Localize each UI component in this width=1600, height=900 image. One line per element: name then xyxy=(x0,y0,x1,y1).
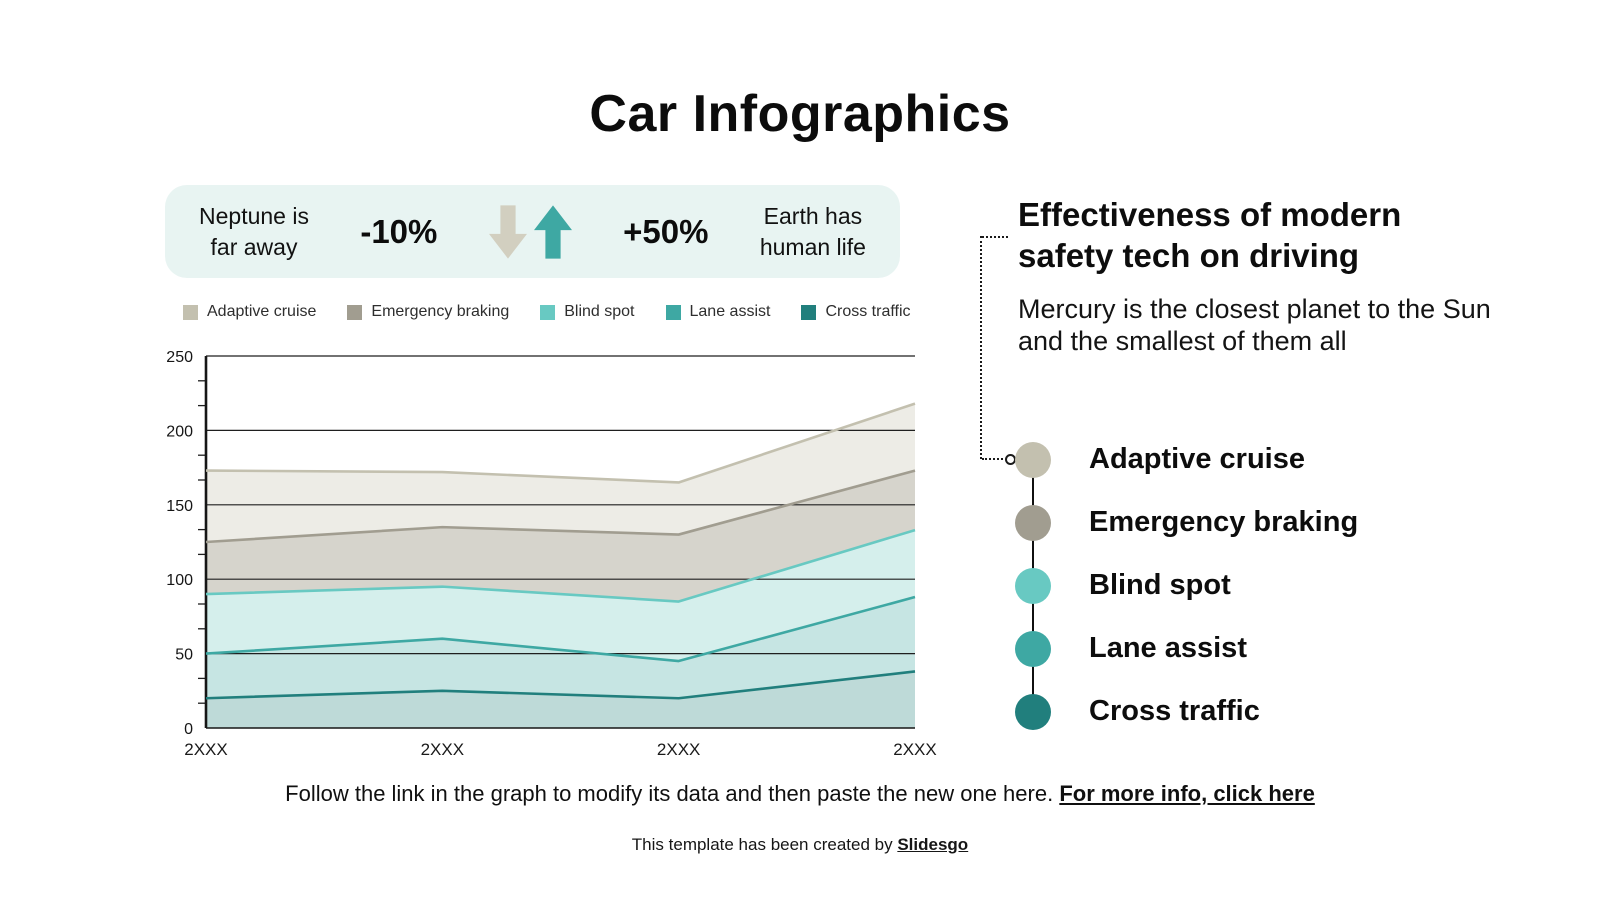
area-chart: 0 50 100 150 200 250 2XXX 2XXX 2XXX 2XXX xyxy=(140,340,940,760)
legend-item: Blind spot xyxy=(540,303,635,321)
y-axis-minor-ticks xyxy=(198,380,206,704)
feature-label: Blind spot xyxy=(1089,569,1231,601)
list-item: Emergency braking xyxy=(997,491,1497,554)
stat-up-value: +50% xyxy=(623,212,709,250)
legend-swatch-icon xyxy=(665,304,681,320)
feature-dot-icon xyxy=(1015,630,1051,667)
svg-text:250: 250 xyxy=(166,349,193,366)
dotted-connector-bottom xyxy=(982,458,1003,460)
legend-label: Lane assist xyxy=(689,303,771,320)
section-paragraph: Mercury is the closest planet to the Sun… xyxy=(1018,294,1491,356)
dotted-connector-top xyxy=(982,236,1008,238)
feature-dot-icon xyxy=(1015,693,1051,730)
list-item: Blind spot xyxy=(997,554,1497,617)
footer-more-info-link[interactable]: For more info, click here xyxy=(1059,781,1315,806)
list-item: Adaptive cruise xyxy=(997,428,1497,491)
chart-fills xyxy=(206,403,915,728)
svg-text:50: 50 xyxy=(175,647,193,664)
list-item: Lane assist xyxy=(997,617,1497,680)
svg-text:200: 200 xyxy=(166,423,193,440)
legend-label: Emergency braking xyxy=(371,303,510,320)
legend-swatch-icon xyxy=(801,304,817,320)
footer-note: Follow the link in the graph to modify i… xyxy=(0,781,1600,807)
area-chart-svg: 0 50 100 150 200 250 2XXX 2XXX 2XXX 2XXX xyxy=(166,349,936,759)
stat-down-value: -10% xyxy=(360,212,438,250)
list-item: Cross traffic xyxy=(997,680,1497,743)
chart-legend: Adaptive cruise Emergency braking Blind sp… xyxy=(183,303,911,321)
dotted-connector-vertical xyxy=(980,236,982,459)
footer-slidesgo-link[interactable]: Slidesgo xyxy=(897,835,969,854)
svg-text:100: 100 xyxy=(166,572,193,589)
y-axis-labels: 0 50 100 150 200 250 xyxy=(166,349,193,738)
feature-dot-icon xyxy=(1015,504,1051,541)
down-arrow-icon xyxy=(488,204,527,259)
legend-label: Adaptive cruise xyxy=(207,303,317,320)
chart-series-lines xyxy=(205,402,916,700)
feature-dot-icon xyxy=(1015,441,1051,478)
footer-note-text: Follow the link in the graph to modify i… xyxy=(285,781,1060,806)
footer-credit: This template has been created by Slides… xyxy=(0,835,1600,855)
chart-gridlines xyxy=(206,355,915,655)
legend-item: Cross traffic xyxy=(801,303,911,321)
svg-text:2XXX: 2XXX xyxy=(184,740,227,759)
feature-list: Adaptive cruise Emergency braking Blind sp… xyxy=(997,428,1497,743)
legend-label: Cross traffic xyxy=(825,303,911,320)
svg-text:2XXX: 2XXX xyxy=(421,740,464,759)
stat-left-label: Neptune is far away xyxy=(199,203,309,260)
up-arrow-icon xyxy=(533,204,572,259)
feature-label: Emergency braking xyxy=(1089,506,1359,538)
stats-banner: Neptune is far away -10% +50% Earth has … xyxy=(165,185,900,278)
svg-text:150: 150 xyxy=(166,498,193,515)
svg-text:2XXX: 2XXX xyxy=(893,740,936,759)
page-title: Car Infographics xyxy=(589,85,1011,143)
svg-text:2XXX: 2XXX xyxy=(657,740,700,759)
legend-item: Adaptive cruise xyxy=(183,303,316,321)
feature-label: Lane assist xyxy=(1089,632,1247,664)
svg-text:0: 0 xyxy=(184,721,193,738)
feature-label: Adaptive cruise xyxy=(1089,443,1305,475)
legend-item: Emergency braking xyxy=(347,303,509,321)
stat-right-label: Earth has human life xyxy=(759,203,866,260)
footer-credit-text: This template has been created by xyxy=(631,835,898,854)
arrow-pair xyxy=(488,204,572,260)
legend-label: Blind spot xyxy=(564,303,635,320)
feature-dot-icon xyxy=(1015,567,1051,604)
x-axis-labels: 2XXX 2XXX 2XXX 2XXX xyxy=(184,740,936,759)
feature-label: Cross traffic xyxy=(1089,695,1260,727)
legend-item: Lane assist xyxy=(665,303,771,321)
legend-swatch-icon xyxy=(540,304,556,320)
legend-swatch-icon xyxy=(347,304,363,320)
legend-swatch-icon xyxy=(183,304,198,320)
section-heading: Effectiveness of modern safety tech on d… xyxy=(1018,196,1402,275)
